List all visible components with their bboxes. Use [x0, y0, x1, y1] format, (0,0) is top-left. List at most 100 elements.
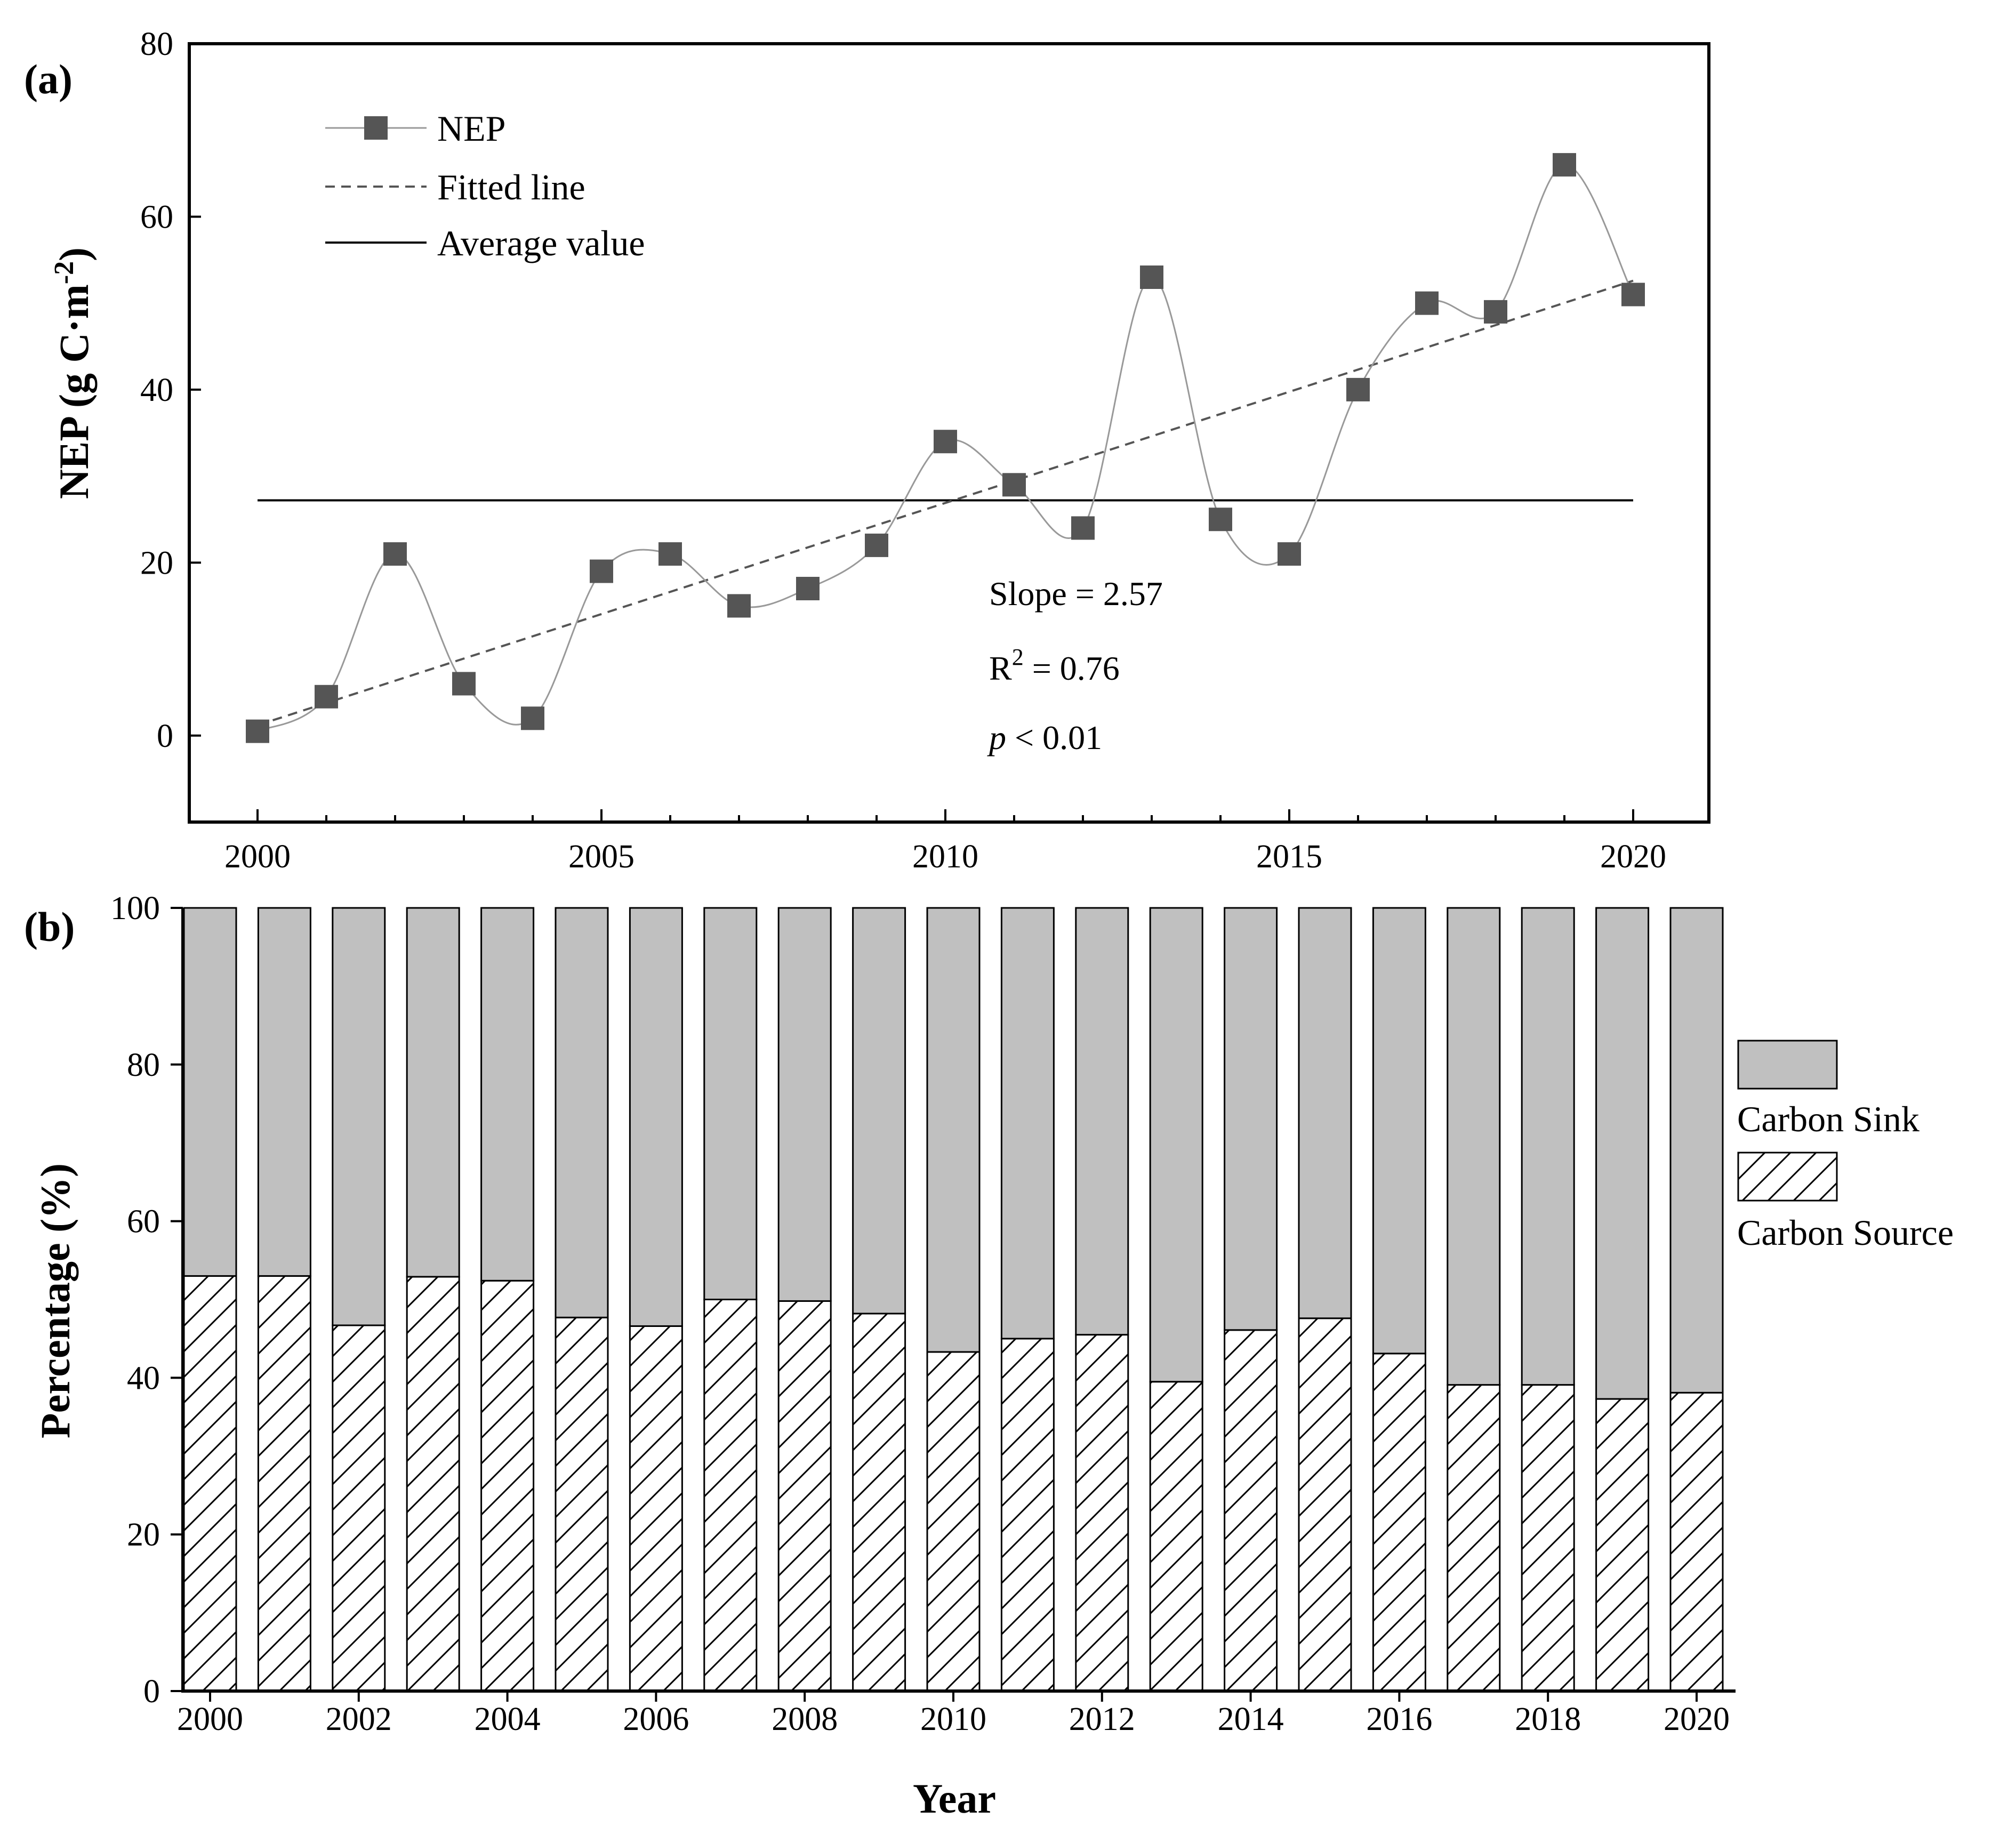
carbon-source-bar: [1372, 1353, 1426, 1692]
carbon-source-bar: [1149, 1381, 1203, 1692]
carbon-sink-bar: [555, 907, 609, 1318]
panel-a-line-chart: (a) 0 20 40 60 80 2000 2005 2010 2015 2020 NEP (…: [24, 26, 1710, 875]
panel-b-stacked-bar-chart: (b) 0 20 40 60 80 100 2000 2002 2004 2006 2008 201…: [24, 890, 1954, 1822]
carbon-sink-bar: [257, 907, 311, 1277]
x-tick-label: 2010: [912, 839, 978, 875]
p-symbol: p: [987, 719, 1006, 756]
carbon-sink-bar: [1000, 907, 1055, 1340]
y-tick-label: 0: [157, 718, 173, 754]
panel-a-y-axis-title-sup: -2: [49, 261, 79, 284]
carbon-sink-bar: [332, 907, 386, 1326]
legend-sink-label: Carbon Sink: [1737, 1099, 1919, 1139]
panel-b-y-axis-title: Percentage (%): [32, 1163, 78, 1438]
x-tick-label: 2004: [475, 1701, 541, 1737]
slope-annotation: Slope = 2.57: [989, 575, 1163, 613]
x-tick-label: 2014: [1218, 1701, 1284, 1737]
x-tick-label: 2008: [772, 1701, 838, 1737]
carbon-source-bar: [406, 1276, 460, 1692]
nep-data-point: [1140, 265, 1163, 289]
nep-data-point: [934, 430, 957, 454]
panel-a-y-axis-title: NEP (g C·m-2): [49, 247, 97, 499]
carbon-source-bar: [555, 1316, 609, 1692]
nep-data-point: [1346, 377, 1370, 401]
nep-data-point: [1484, 300, 1507, 324]
nep-data-point: [1071, 516, 1095, 540]
r2-sup: 2: [1012, 644, 1024, 670]
nep-data-point: [521, 706, 544, 730]
y-tick-label: 60: [127, 1204, 160, 1240]
carbon-source-bar: [1224, 1329, 1278, 1692]
carbon-source-bar: [629, 1325, 683, 1692]
panel-b-legend: Carbon Sink Carbon Source: [1737, 1040, 1954, 1253]
carbon-sink-bar: [1075, 907, 1129, 1336]
nep-data-point: [865, 533, 888, 557]
y-tick-label: 20: [127, 1517, 160, 1553]
x-tick-label: 2002: [326, 1701, 392, 1737]
y-tick-label: 80: [140, 26, 173, 62]
legend-nep-label: NEP: [437, 108, 505, 149]
carbon-sink-bar: [1521, 907, 1575, 1386]
legend-nep-marker: [364, 116, 388, 140]
carbon-source-bar: [183, 1275, 237, 1692]
carbon-source-bar: [926, 1351, 981, 1692]
nep-data-point: [1278, 542, 1301, 566]
x-tick-label: 2005: [568, 839, 634, 875]
legend-average-label: Average value: [437, 223, 645, 263]
panel-a-y-axis: 0 20 40 60 80: [140, 26, 201, 754]
x-tick-label: 2020: [1600, 839, 1666, 875]
x-tick-label: 2006: [623, 1701, 689, 1737]
r2-annotation: R2 = 0.76: [989, 644, 1120, 687]
carbon-source-bar: [332, 1324, 386, 1692]
carbon-sink-bar: [1372, 907, 1426, 1355]
x-tick-label: 2020: [1664, 1701, 1730, 1737]
carbon-sink-bar: [183, 907, 237, 1277]
y-tick-label: 40: [127, 1360, 160, 1396]
nep-data-point: [452, 672, 476, 696]
p-annotation: p < 0.01: [987, 719, 1102, 756]
panel-b-x-axis: 2000 2002 2004 2006 2008 2010 2012 2014 2016 2018…: [177, 1691, 1730, 1737]
y-tick-label: 100: [110, 890, 160, 927]
panel-a-stats: Slope = 2.57 R2 = 0.76 p < 0.01: [987, 575, 1163, 756]
carbon-sink-bar: [406, 907, 460, 1278]
nep-data-point: [315, 685, 338, 709]
carbon-sink-bar: [629, 907, 683, 1327]
nep-data-point: [1621, 283, 1645, 307]
carbon-source-bar: [852, 1313, 906, 1692]
panel-a-y-axis-title-main: NEP (g C·m: [51, 284, 97, 499]
x-tick-label: 2000: [224, 839, 291, 875]
carbon-source-bar: [1000, 1338, 1055, 1692]
p-value: < 0.01: [1006, 719, 1102, 756]
carbon-source-bar: [1298, 1317, 1352, 1692]
nep-data-point: [1415, 291, 1439, 315]
carbon-sink-bar: [1595, 907, 1650, 1400]
carbon-sink-bar: [1298, 907, 1352, 1319]
panel-b-bars: [183, 907, 1724, 1692]
carbon-source-bar: [257, 1275, 311, 1692]
carbon-source-bar: [480, 1279, 535, 1692]
nep-data-point: [383, 542, 407, 566]
x-tick-label: 2016: [1366, 1701, 1432, 1737]
carbon-source-bar: [703, 1299, 758, 1692]
x-tick-label: 2018: [1515, 1701, 1581, 1737]
y-tick-label: 60: [140, 199, 173, 235]
carbon-sink-bar: [926, 907, 981, 1353]
carbon-sink-bar: [777, 907, 832, 1302]
y-tick-label: 20: [140, 545, 173, 581]
carbon-sink-bar: [1447, 907, 1501, 1386]
y-tick-label: 80: [127, 1047, 160, 1083]
legend-sink-swatch: [1737, 1040, 1838, 1090]
legend-fitted-label: Fitted line: [437, 167, 585, 207]
legend-source-swatch: [1737, 1152, 1838, 1202]
nep-data-point: [1553, 153, 1576, 177]
x-tick-label: 2010: [920, 1701, 986, 1737]
carbon-sink-bar: [703, 907, 758, 1300]
nep-data-point: [658, 542, 682, 566]
panel-b-label: (b): [24, 904, 75, 950]
carbon-source-bar: [1447, 1384, 1501, 1692]
panel-a-frame: [188, 42, 1710, 824]
fitted-trend-line: [257, 279, 1634, 727]
carbon-sink-bar: [480, 907, 535, 1282]
carbon-source-bar: [1669, 1391, 1724, 1692]
carbon-sink-bar: [1149, 907, 1203, 1383]
